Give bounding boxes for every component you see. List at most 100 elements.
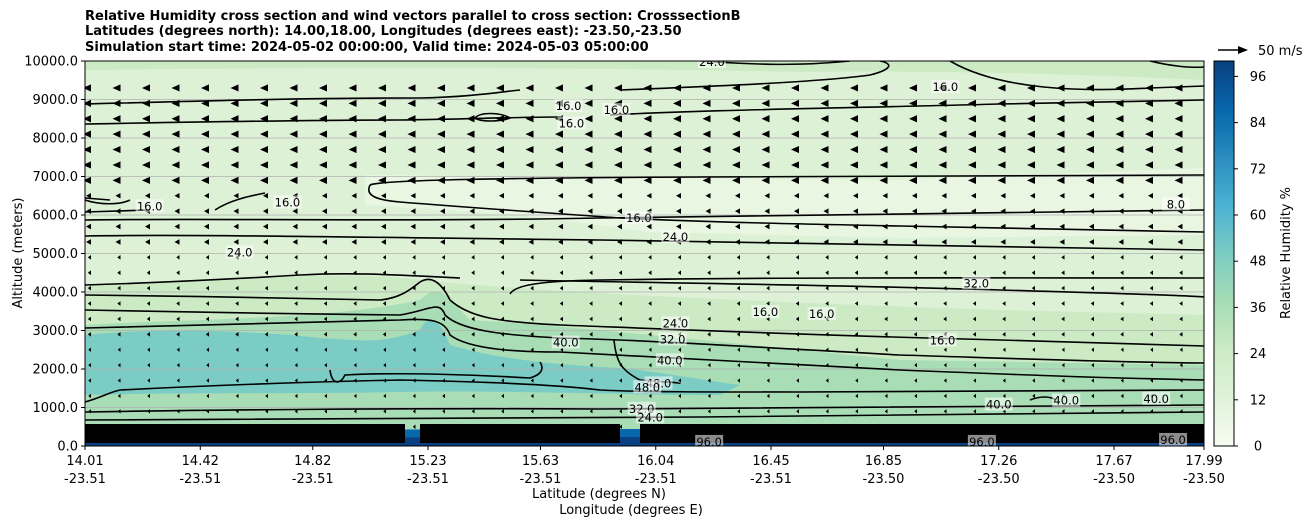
wind-arrow — [850, 161, 858, 169]
wind-arrow — [618, 301, 622, 306]
wind-arrow — [117, 255, 121, 260]
wind-arrow — [968, 145, 976, 154]
wind-arrow — [1032, 378, 1035, 383]
wind-arrow — [235, 347, 239, 352]
wind-arrow — [1145, 176, 1153, 184]
wind-arrow — [353, 285, 357, 291]
wind-arrow — [702, 161, 711, 169]
wind-arrow — [201, 145, 209, 154]
wind-arrow — [677, 301, 681, 306]
wind-arrow — [850, 130, 858, 138]
wind-arrow — [410, 192, 416, 199]
wind-arrow — [378, 130, 386, 138]
wind-arrow — [230, 99, 239, 107]
wind-arrow — [233, 192, 239, 199]
wind-arrow — [707, 409, 711, 414]
wind-arrow — [412, 332, 416, 337]
wind-arrow — [383, 409, 386, 414]
wind-arrow — [589, 255, 593, 260]
wind-arrow — [112, 84, 121, 92]
wind-arrow — [147, 393, 150, 399]
wind-arrow — [1056, 115, 1065, 123]
wind-arrow — [112, 161, 121, 169]
wind-arrow — [1032, 362, 1035, 368]
wind-arrow — [791, 115, 799, 123]
wind-arrow — [617, 223, 622, 230]
contour-label-background — [962, 276, 991, 290]
wind-arrow — [1179, 332, 1183, 337]
wind-arrow — [702, 176, 711, 184]
wind-arrow — [319, 145, 327, 154]
contour-label: 16.0 — [137, 199, 163, 213]
wind-arrow — [820, 115, 829, 123]
wind-arrow — [407, 84, 416, 92]
wind-arrow — [795, 285, 799, 291]
wind-arrow — [1145, 115, 1153, 123]
wind-arrow — [146, 270, 150, 276]
wind-arrow — [530, 409, 534, 414]
wind-arrow — [206, 347, 209, 352]
wind-arrow — [855, 347, 858, 352]
wind-arrow — [1149, 270, 1153, 276]
wind-arrow — [884, 255, 888, 260]
wind-arrow — [736, 270, 740, 276]
wind-arrow — [766, 409, 770, 414]
wind-arrow — [1179, 316, 1183, 322]
wind-arrow — [496, 84, 504, 92]
wind-arrow — [732, 115, 740, 123]
wind-arrow — [1091, 393, 1094, 399]
wind-arrow — [618, 316, 622, 322]
wind-arrow — [412, 301, 416, 306]
wind-arrow — [736, 332, 740, 337]
wind-arrow — [117, 332, 121, 337]
wind-arrow — [466, 176, 475, 184]
wind-arrow — [1177, 239, 1183, 245]
colorbar-tick-label: 48 — [1250, 255, 1267, 270]
wind-arrow — [87, 255, 91, 260]
wind-arrow — [850, 145, 858, 154]
wind-arrow — [1002, 301, 1006, 306]
wind-arrow — [1148, 223, 1153, 230]
wind-arrow — [204, 239, 209, 245]
wind-arrow — [1030, 239, 1035, 245]
colorbar-tick-label: 0 — [1254, 440, 1262, 455]
wind-arrow — [466, 84, 475, 92]
wind-arrow — [884, 409, 888, 414]
wind-arrow — [294, 316, 298, 322]
contour-lines — [85, 61, 1204, 421]
wind-arrow — [323, 255, 327, 260]
wind-arrow — [525, 99, 534, 107]
wind-arrow — [1174, 145, 1183, 154]
wind-arrow — [850, 115, 858, 123]
wind-arrow — [914, 347, 917, 352]
wind-arrow — [676, 192, 681, 199]
wind-arrow — [112, 145, 121, 154]
wind-arrow — [560, 347, 563, 352]
wind-arrow — [909, 161, 917, 169]
wind-arrow — [761, 161, 770, 169]
contour-label: 40.0 — [1143, 392, 1169, 406]
wind-arrow — [1086, 115, 1094, 123]
wind-arrow — [1000, 239, 1006, 245]
wind-arrow — [1091, 378, 1094, 383]
wind-arrow — [466, 99, 475, 107]
wind-arrow — [943, 409, 947, 414]
wind-arrow — [381, 192, 386, 199]
wind-arrow — [1061, 255, 1065, 260]
wind-arrow — [795, 255, 799, 260]
wind-arrow — [732, 176, 740, 184]
x-tick-label-lon: -23.51 — [635, 472, 677, 487]
wind-arrow — [1059, 223, 1065, 230]
wind-arrow — [589, 316, 593, 322]
contour-label-background — [636, 410, 665, 424]
wind-arrow — [702, 115, 711, 123]
contour-label-background — [135, 199, 164, 213]
wind-arrow — [1120, 255, 1124, 260]
x-axis: 14.01 -23.51 14.42 -23.51 14.82 -23.51 15.23 -2… — [64, 446, 1225, 487]
wind-arrow — [676, 208, 681, 214]
wind-arrow — [530, 316, 534, 322]
wind-arrow — [619, 347, 622, 352]
wind-arrow — [617, 208, 622, 214]
wind-arrow — [766, 347, 770, 352]
wind-arrow — [1061, 378, 1065, 383]
